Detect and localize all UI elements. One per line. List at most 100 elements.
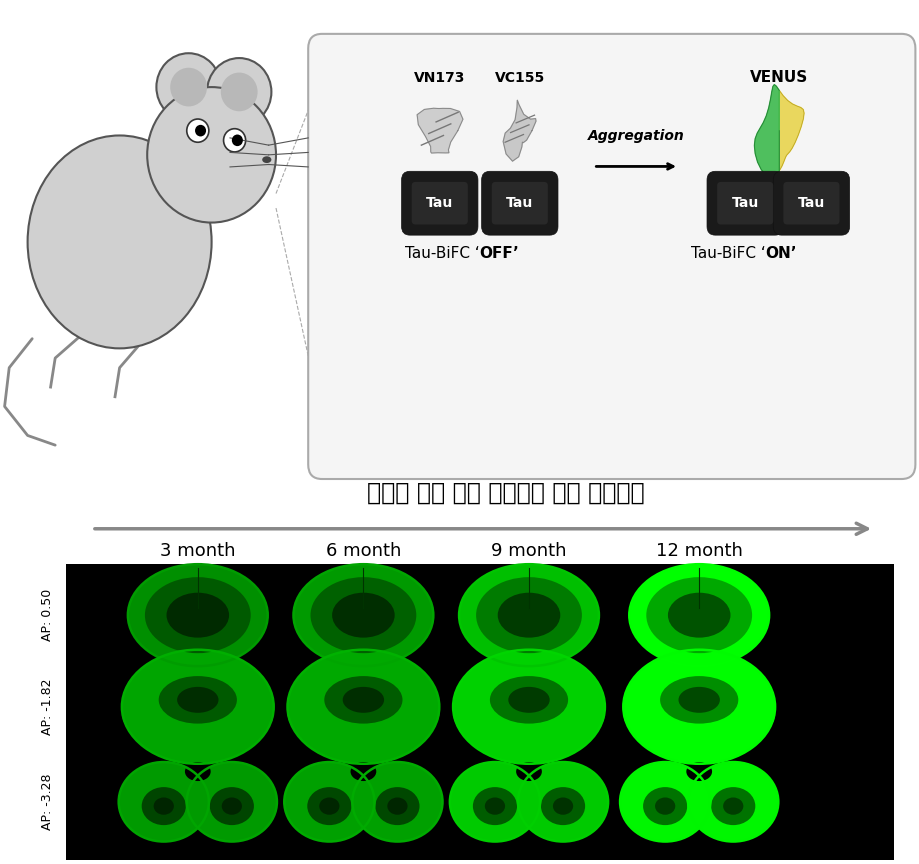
Ellipse shape — [476, 577, 582, 653]
FancyBboxPatch shape — [308, 34, 914, 479]
Ellipse shape — [28, 136, 211, 348]
Ellipse shape — [679, 774, 718, 821]
Ellipse shape — [344, 774, 382, 821]
Ellipse shape — [128, 564, 267, 666]
Ellipse shape — [497, 593, 560, 638]
Ellipse shape — [352, 762, 442, 842]
Ellipse shape — [654, 797, 675, 815]
Text: VC155: VC155 — [494, 71, 544, 86]
Circle shape — [221, 73, 257, 111]
Ellipse shape — [678, 687, 720, 713]
Ellipse shape — [221, 797, 242, 815]
Ellipse shape — [319, 797, 339, 815]
Ellipse shape — [288, 650, 439, 764]
Ellipse shape — [453, 650, 605, 764]
Circle shape — [195, 124, 206, 137]
Circle shape — [207, 58, 271, 126]
Text: VN173: VN173 — [414, 71, 465, 86]
FancyBboxPatch shape — [773, 171, 849, 235]
Circle shape — [147, 87, 276, 223]
Text: AP: -1.82: AP: -1.82 — [41, 678, 54, 735]
Ellipse shape — [288, 677, 439, 750]
Text: AP: 0.50: AP: 0.50 — [41, 589, 54, 641]
Ellipse shape — [623, 677, 774, 750]
Ellipse shape — [284, 762, 374, 842]
FancyBboxPatch shape — [482, 171, 558, 235]
Text: Tau-BiFC ‘: Tau-BiFC ‘ — [404, 246, 479, 261]
FancyBboxPatch shape — [402, 171, 478, 235]
Ellipse shape — [623, 650, 774, 764]
Ellipse shape — [516, 762, 541, 781]
Text: Tau: Tau — [505, 196, 533, 210]
Ellipse shape — [121, 677, 274, 750]
Ellipse shape — [153, 797, 174, 815]
FancyBboxPatch shape — [783, 182, 839, 225]
Circle shape — [223, 129, 245, 152]
Ellipse shape — [387, 797, 407, 815]
Circle shape — [170, 67, 207, 106]
Ellipse shape — [293, 564, 433, 666]
FancyBboxPatch shape — [707, 171, 783, 235]
Ellipse shape — [517, 762, 607, 842]
Ellipse shape — [667, 593, 730, 638]
Ellipse shape — [660, 676, 738, 723]
Ellipse shape — [508, 687, 550, 713]
Ellipse shape — [375, 787, 419, 825]
Circle shape — [232, 135, 243, 146]
Ellipse shape — [484, 797, 505, 815]
Ellipse shape — [686, 762, 711, 781]
FancyBboxPatch shape — [412, 182, 468, 225]
Text: OFF’: OFF’ — [479, 246, 518, 261]
Ellipse shape — [459, 564, 598, 666]
Ellipse shape — [710, 787, 754, 825]
Ellipse shape — [159, 676, 237, 723]
Ellipse shape — [210, 787, 254, 825]
Ellipse shape — [343, 687, 384, 713]
Ellipse shape — [629, 564, 768, 666]
Text: AP: -3.28: AP: -3.28 — [41, 773, 54, 830]
Text: Tau: Tau — [425, 196, 453, 210]
Ellipse shape — [142, 787, 186, 825]
Polygon shape — [778, 91, 803, 171]
Ellipse shape — [185, 762, 210, 781]
Ellipse shape — [642, 787, 686, 825]
Ellipse shape — [324, 676, 403, 723]
Ellipse shape — [552, 797, 573, 815]
Polygon shape — [754, 85, 778, 176]
Ellipse shape — [262, 156, 271, 163]
Text: Tau: Tau — [797, 196, 824, 210]
Ellipse shape — [509, 774, 548, 821]
Circle shape — [187, 119, 209, 143]
Polygon shape — [416, 108, 462, 153]
Ellipse shape — [119, 762, 209, 842]
Ellipse shape — [311, 577, 416, 653]
FancyBboxPatch shape — [717, 182, 773, 225]
Ellipse shape — [619, 762, 709, 842]
Text: 노화에 따른 타우 단백질의 응집 모니터링: 노화에 따른 타우 단백질의 응집 모니터링 — [367, 480, 644, 505]
FancyBboxPatch shape — [492, 182, 548, 225]
Ellipse shape — [350, 762, 376, 781]
Ellipse shape — [490, 676, 568, 723]
Ellipse shape — [540, 787, 584, 825]
Ellipse shape — [687, 762, 777, 842]
Text: 9 month: 9 month — [491, 543, 566, 560]
Polygon shape — [503, 100, 536, 162]
Text: ON’: ON’ — [765, 246, 796, 261]
Text: Tau-BiFC ‘: Tau-BiFC ‘ — [690, 246, 765, 261]
Ellipse shape — [121, 650, 274, 764]
Text: 3 month: 3 month — [160, 543, 235, 560]
Ellipse shape — [449, 762, 539, 842]
Ellipse shape — [646, 577, 752, 653]
Ellipse shape — [166, 593, 229, 638]
Ellipse shape — [178, 774, 217, 821]
Circle shape — [156, 54, 221, 121]
Ellipse shape — [453, 677, 605, 750]
Ellipse shape — [177, 687, 219, 713]
Text: Tau: Tau — [731, 196, 758, 210]
Text: VENUS: VENUS — [749, 70, 808, 86]
Ellipse shape — [472, 787, 516, 825]
Ellipse shape — [187, 762, 277, 842]
Text: 6 month: 6 month — [325, 543, 401, 560]
Text: 12 month: 12 month — [655, 543, 742, 560]
Ellipse shape — [722, 797, 743, 815]
